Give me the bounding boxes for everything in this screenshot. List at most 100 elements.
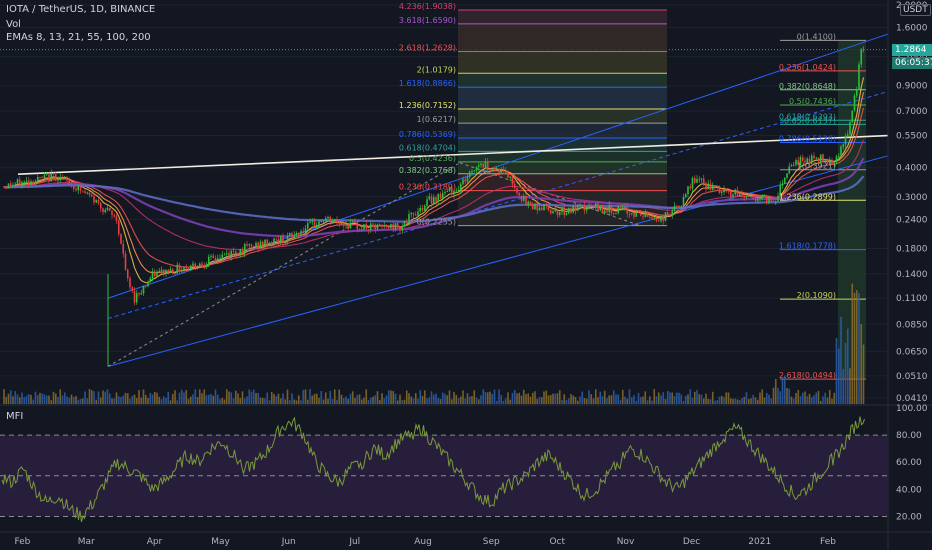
candle-body (158, 270, 161, 272)
volume-bar (725, 392, 728, 404)
volume-bar (687, 394, 689, 404)
volume-bar (756, 399, 759, 404)
volume-bar (453, 391, 455, 404)
candle-body (806, 158, 809, 163)
last-price-badge: 1.2864 (892, 44, 932, 56)
candle-body (171, 269, 174, 274)
mfi-legend[interactable]: MFI (6, 411, 24, 422)
candle-body (540, 207, 543, 211)
candle-body (27, 180, 30, 185)
candle-body (653, 218, 656, 220)
vol-legend[interactable]: Vol (6, 19, 21, 30)
volume-bar (327, 398, 329, 404)
volume-bar (693, 391, 696, 404)
volume-bar (363, 397, 365, 404)
candle-body (678, 205, 680, 208)
volume-bar (851, 283, 854, 404)
volume-bar (579, 396, 581, 404)
candle-body (639, 212, 642, 216)
candle-body (178, 264, 181, 271)
candle-body (295, 232, 298, 235)
volume-bar (153, 391, 156, 404)
volume-bar (545, 390, 548, 404)
volume-bar (381, 393, 383, 404)
candle-body (99, 203, 102, 209)
candle-body (432, 197, 435, 204)
volume-bar (135, 398, 138, 404)
candle-body (495, 169, 498, 170)
candle-body (135, 293, 138, 303)
candle-body (770, 197, 773, 201)
volume-bar (57, 396, 59, 404)
volume-bar (14, 391, 17, 404)
candle-body (475, 166, 478, 171)
candle-body (385, 225, 388, 228)
candle-body (95, 199, 98, 203)
volume-bar (655, 396, 658, 404)
volume-bar (347, 398, 350, 404)
channel-mid-line (107, 91, 889, 319)
candle-body (39, 176, 41, 178)
ema-line (3, 175, 865, 223)
candle-body (212, 255, 215, 259)
volume-bar (390, 390, 392, 404)
candle-body (655, 218, 658, 221)
candle-body (588, 205, 590, 209)
time-tick-label: Aug (414, 537, 432, 547)
volume-bar (844, 342, 847, 404)
volume-bar (498, 389, 500, 404)
candle-body (684, 194, 687, 198)
candle-body (738, 194, 741, 197)
currency-badge[interactable]: USDT (900, 4, 931, 16)
candle-body (401, 226, 404, 231)
volume-bar (666, 390, 669, 404)
candle-body (257, 242, 260, 249)
candle-body (642, 215, 644, 217)
candle-body (680, 206, 683, 208)
candle-body (592, 206, 595, 207)
candle-body (320, 221, 323, 222)
volume-bar (419, 390, 422, 404)
candle-body (133, 290, 136, 303)
mfi-tick-label: 60.00 (896, 458, 922, 468)
volume-bar (689, 389, 692, 404)
price-tick-label: 0.0410 (896, 394, 928, 404)
chart-title[interactable]: IOTA / TetherUS, 1D, BINANCE (6, 4, 156, 15)
candle-body (12, 184, 14, 187)
candle-body (446, 191, 449, 192)
volume-bar (849, 368, 851, 404)
time-tick-label: Apr (147, 537, 163, 547)
volume-bar (696, 389, 698, 404)
time-axis[interactable]: Feb Mar Apr May Jun Jul Aug Sep Oct Nov Dec 2021 Feb (0, 531, 932, 547)
candle-body (837, 155, 840, 157)
volume-bar (405, 390, 408, 404)
candle-body (86, 192, 89, 194)
price-tick-label: 0.0650 (896, 347, 928, 357)
volume-bar (477, 399, 480, 404)
volume-bar (338, 389, 341, 404)
candle-body (621, 207, 624, 209)
candle-body (851, 110, 854, 123)
volume-bar (831, 398, 833, 404)
candle-body (705, 183, 707, 190)
emas-legend[interactable]: EMAs 8, 13, 21, 55, 100, 200 (6, 32, 151, 43)
candle-body (34, 181, 37, 185)
volume-bar (448, 390, 451, 404)
volume-bar (417, 398, 419, 404)
candle-body (426, 199, 428, 206)
candle-body (565, 213, 568, 216)
candle-body (831, 159, 833, 165)
candle-body (198, 263, 201, 267)
candle-body (169, 269, 172, 273)
candle-body (801, 157, 804, 161)
candle-body (579, 205, 581, 206)
candle-body (509, 176, 512, 178)
volume-bar (99, 397, 102, 404)
volume-bar (799, 396, 802, 404)
candle-body (16, 179, 19, 184)
volume-bar (619, 399, 622, 404)
volume-bar (277, 393, 280, 404)
volume-bar (167, 391, 170, 404)
candle-body (405, 221, 408, 223)
